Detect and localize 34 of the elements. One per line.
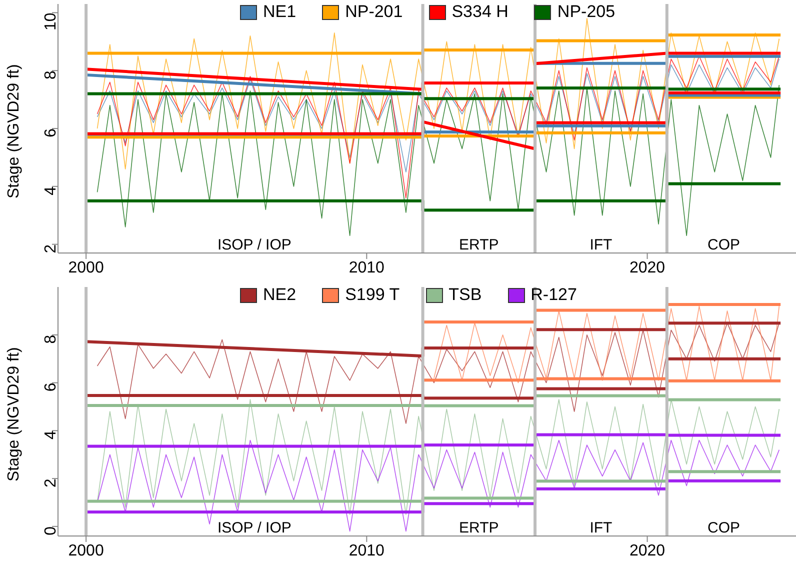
legend-label: NP-205 [557, 2, 616, 22]
x-tick-label: 2000 [68, 542, 104, 560]
annotation: ERTP [459, 236, 499, 254]
legend-label: NE1 [263, 2, 296, 22]
annotation: IFT [590, 236, 612, 254]
annotation: ERTP [459, 519, 499, 536]
x-tick-label: 2020 [629, 542, 666, 560]
annotation: IFT [590, 519, 612, 536]
y-tick-label: 10 [42, 12, 60, 30]
y-axis-title: Stage (NGVD29 ft) [6, 64, 23, 198]
legend-label: NP-201 [345, 2, 403, 22]
annotation: COP [707, 236, 740, 254]
legend-label: S334 H [452, 2, 508, 22]
y-tick-label: 4 [42, 430, 60, 440]
y-axis-title: Stage (NGVD29 ft) [6, 347, 23, 482]
legend-label: S199 T [345, 285, 400, 305]
y-tick-label: 2 [42, 478, 60, 488]
y-tick-label: 8 [42, 334, 60, 344]
y-tick-label: 8 [42, 70, 60, 80]
x-tick-label: 2010 [348, 259, 385, 276]
y-tick-label: 6 [42, 382, 60, 392]
y-tick-label: 4 [42, 186, 60, 196]
x-tick-label: 2000 [68, 259, 104, 276]
y-tick-label: 2 [42, 244, 60, 254]
legend-label: R-127 [530, 285, 577, 305]
annotation: ISOP / IOP [217, 236, 292, 254]
y-tick-label: 0 [42, 526, 60, 536]
legend-label: NE2 [263, 285, 296, 305]
annotation: ISOP / IOP [217, 519, 292, 536]
y-tick-label: 6 [42, 128, 60, 138]
legend-label: TSB [448, 285, 482, 305]
x-tick-label: 2020 [629, 259, 666, 276]
x-tick-label: 2010 [348, 542, 385, 560]
annotation: COP [707, 519, 740, 536]
